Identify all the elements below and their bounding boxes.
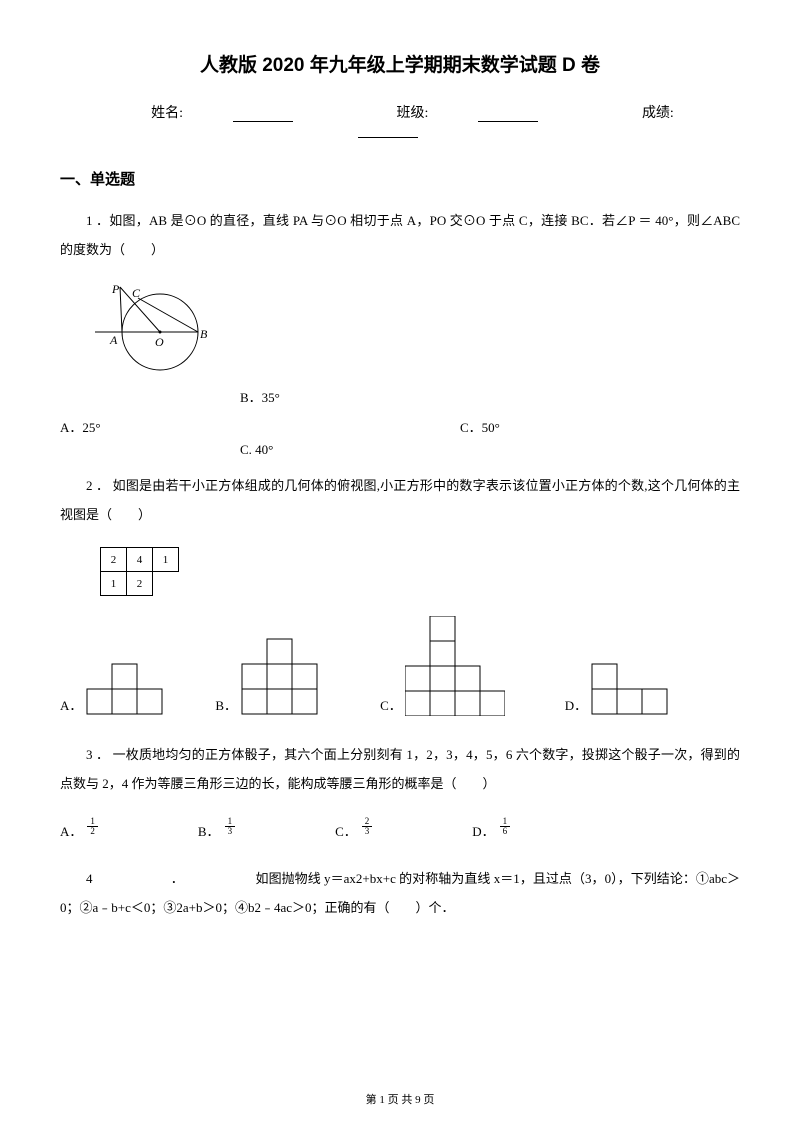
cube-cell: 2 <box>101 548 127 572</box>
q2-option-b-figure <box>240 636 320 716</box>
q1-figure-circle: P C A B O <box>90 282 220 372</box>
cube-cell-empty <box>153 572 179 596</box>
svg-text:O: O <box>155 335 164 349</box>
q2-option-b-label: B． <box>215 695 237 716</box>
q2-top-view-table: 2 4 1 1 2 <box>100 547 740 596</box>
cube-cell: 1 <box>101 572 127 596</box>
q2-options: A． B． C． <box>60 616 740 716</box>
q3-option-c: C． 23 <box>335 817 372 841</box>
cube-cell: 4 <box>127 548 153 572</box>
q2-option-d-figure <box>590 661 670 716</box>
question-3-text: 3 ． 一枚质地均匀的正方体骰子，其六个面上分别刻有 1，2，3，4，5，6 六… <box>60 741 740 798</box>
q1-options: A．25° B．35° C．50° C. 40° <box>60 387 740 457</box>
svg-text:P: P <box>111 282 120 296</box>
q2-option-c-label: C． <box>380 695 402 716</box>
student-info-line: 姓名: 班级: 成绩: <box>60 102 740 138</box>
section-heading: 一、单选题 <box>60 168 740 189</box>
cube-cell: 2 <box>127 572 153 596</box>
svg-text:C: C <box>132 286 141 300</box>
question-4-text: 4 ． 如图抛物线 y＝ax2+bx+c 的对称轴为直线 x＝1，且过点（3，0… <box>60 865 740 922</box>
q1-option-c: C．50° <box>460 417 500 436</box>
q2-option-c-figure <box>405 616 505 716</box>
q3-option-b: B． 13 <box>198 817 235 841</box>
page-title: 人教版 2020 年九年级上学期期末数学试题 D 卷 <box>60 50 740 77</box>
q3-option-a: A． 12 <box>60 817 98 841</box>
q3-option-d: D． 16 <box>472 817 510 841</box>
q1-option-c2: C. 40° <box>240 442 273 458</box>
question-2-text: 2 ． 如图是由若干小正方体组成的几何体的俯视图,小正方形中的数字表示该位置小正… <box>60 472 740 529</box>
q1-option-a: A．25° <box>60 417 101 436</box>
class-label: 班级: <box>372 106 564 121</box>
q1-option-b: B．35° <box>240 387 280 406</box>
q3-options: A． 12 B． 13 C． 23 D． 16 <box>60 817 740 841</box>
page-footer: 第 1 页 共 9 页 <box>0 1091 800 1107</box>
question-1-text: 1 ．如图，AB 是⊙O 的直径，直线 PA 与⊙O 相切于点 A，PO 交⊙O… <box>60 207 740 264</box>
svg-text:A: A <box>109 333 118 347</box>
q2-option-a-figure <box>85 661 165 716</box>
cube-cell: 1 <box>153 548 179 572</box>
q2-option-d-label: D． <box>565 695 587 716</box>
svg-text:B: B <box>200 327 208 341</box>
q2-option-a-label: A． <box>60 695 82 716</box>
name-label: 姓名: <box>126 106 318 121</box>
